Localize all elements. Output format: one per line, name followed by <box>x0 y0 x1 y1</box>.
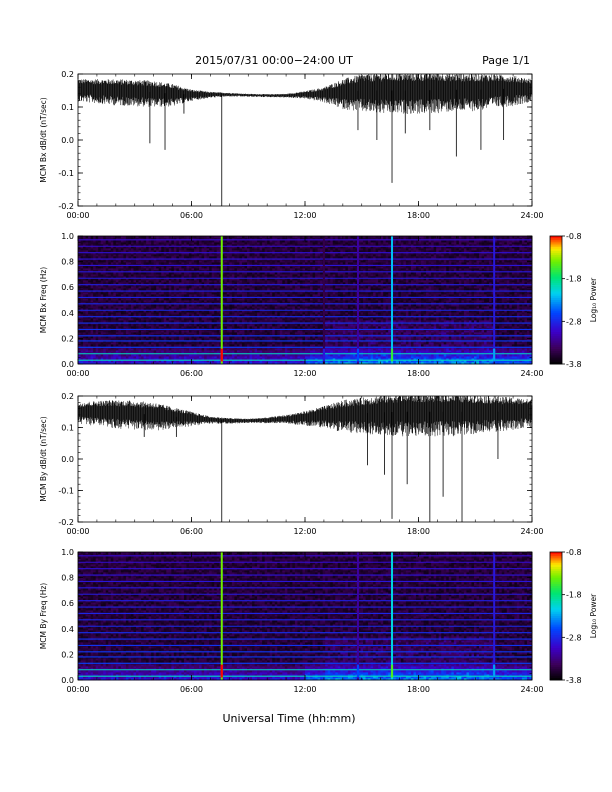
x-tick-label: 24:00 <box>520 369 543 378</box>
colorbar-frame <box>549 551 563 681</box>
x-tick-label: 00:00 <box>66 527 89 536</box>
by-colorbar: -0.8 -1.8 -2.8 -3.8 Log₁₀ Power <box>549 548 598 685</box>
page-indicator: Page 1/1 <box>482 54 530 67</box>
plot-title: 2015/07/31 00:00−24:00 UT <box>195 54 353 67</box>
x-tick-label: 24:00 <box>520 527 543 536</box>
x-tick-label: 18:00 <box>407 685 430 694</box>
spectrogram-cells <box>78 552 533 681</box>
x-tick-label: 00:00 <box>66 685 89 694</box>
y-tick-label: 0.0 <box>61 136 74 145</box>
y-tick-label: 0.8 <box>61 258 74 267</box>
y-tick-label: 0.1 <box>61 103 74 112</box>
y-tick-label: 0.2 <box>61 334 74 343</box>
x-tick-label: 18:00 <box>407 211 430 220</box>
x-tick-label: 00:00 <box>66 211 89 220</box>
colorbar-tick-label: -1.8 <box>566 591 582 600</box>
x-tick-label: 06:00 <box>180 211 203 220</box>
by-dbdt-panel: 00:00 06:00 12:00 18:00 24:00 0.2 0.1 0.0 -0.1 -0… <box>39 392 544 536</box>
bx-spectrogram-panel: 00:00 06:00 12:00 18:00 24:00 1.0 0.8 0.6 0.4 0.2… <box>39 232 544 378</box>
y-tick-label: 1.0 <box>61 548 74 557</box>
by-spectrogram-panel: 00:00 06:00 12:00 18:00 24:00 1.0 0.8 0.6 0.4 0.2… <box>39 548 544 694</box>
bx-dbdt-panel: 00:00 06:00 12:00 18:00 24:00 0.2 0.1 0.0 -0.1 -0… <box>39 70 544 220</box>
y-tick-label: 0.0 <box>61 676 74 685</box>
y-tick-label: 0.1 <box>61 424 74 433</box>
y-tick-label: -0.1 <box>58 487 74 496</box>
x-tick-label: 18:00 <box>407 369 430 378</box>
y-tick-label: 0.4 <box>61 309 74 318</box>
y-tick-label: -0.1 <box>58 169 74 178</box>
x-tick-label: 24:00 <box>520 685 543 694</box>
dbdt-trace <box>77 74 533 114</box>
colorbar-tick-label: -0.8 <box>566 232 582 241</box>
bx-colorbar: -0.8 -1.8 -2.8 -3.8 Log₁₀ Power <box>549 232 598 369</box>
y-tick-label: -0.2 <box>58 202 74 211</box>
x-tick-label: 06:00 <box>180 527 203 536</box>
y-tick-label: -0.2 <box>58 518 74 527</box>
colorbar-tick-label: -0.8 <box>566 548 582 557</box>
x-tick-label: 12:00 <box>293 211 316 220</box>
y-axis-label: MCM By dB/dt (nT/sec) <box>39 416 48 501</box>
colorbar-tick-label: -3.8 <box>566 360 582 369</box>
y-axis-label: MCM Bx Freq (Hz) <box>39 267 48 333</box>
x-tick-label: 24:00 <box>520 211 543 220</box>
colorbar-label: Log₁₀ Power <box>589 593 598 638</box>
colorbar-tick-label: -1.8 <box>566 275 582 284</box>
x-tick-label: 06:00 <box>180 685 203 694</box>
y-tick-label: 0.2 <box>61 70 74 79</box>
y-tick-label: 0.0 <box>61 455 74 464</box>
y-tick-label: 0.2 <box>61 392 74 401</box>
y-tick-label: 0.4 <box>61 625 74 634</box>
y-tick-label: 0.6 <box>61 599 74 608</box>
colorbar-tick-label: -2.8 <box>566 317 582 326</box>
colorbar-label: Log₁₀ Power <box>589 277 598 322</box>
y-tick-label: 0.6 <box>61 283 74 292</box>
y-axis-label: MCM Bx dB/dt (nT/sec) <box>39 97 48 182</box>
y-tick-label: 0.8 <box>61 574 74 583</box>
colorbar-frame <box>549 235 563 365</box>
x-tick-label: 00:00 <box>66 369 89 378</box>
y-tick-label: 1.0 <box>61 232 74 241</box>
x-tick-label: 12:00 <box>293 685 316 694</box>
x-tick-label: 12:00 <box>293 527 316 536</box>
x-axis-title: Universal Time (hh:mm) <box>223 712 356 725</box>
y-tick-label: 0.0 <box>61 360 74 369</box>
colorbar-tick-label: -3.8 <box>566 676 582 685</box>
x-tick-label: 18:00 <box>407 527 430 536</box>
colorbar-tick-label: -2.8 <box>566 633 582 642</box>
x-tick-label: 06:00 <box>180 369 203 378</box>
dbdt-trace <box>77 396 533 437</box>
x-tick-label: 12:00 <box>293 369 316 378</box>
spectrogram-cells <box>78 236 533 365</box>
y-axis-label: MCM By Freq (Hz) <box>39 583 48 649</box>
y-tick-label: 0.2 <box>61 650 74 659</box>
